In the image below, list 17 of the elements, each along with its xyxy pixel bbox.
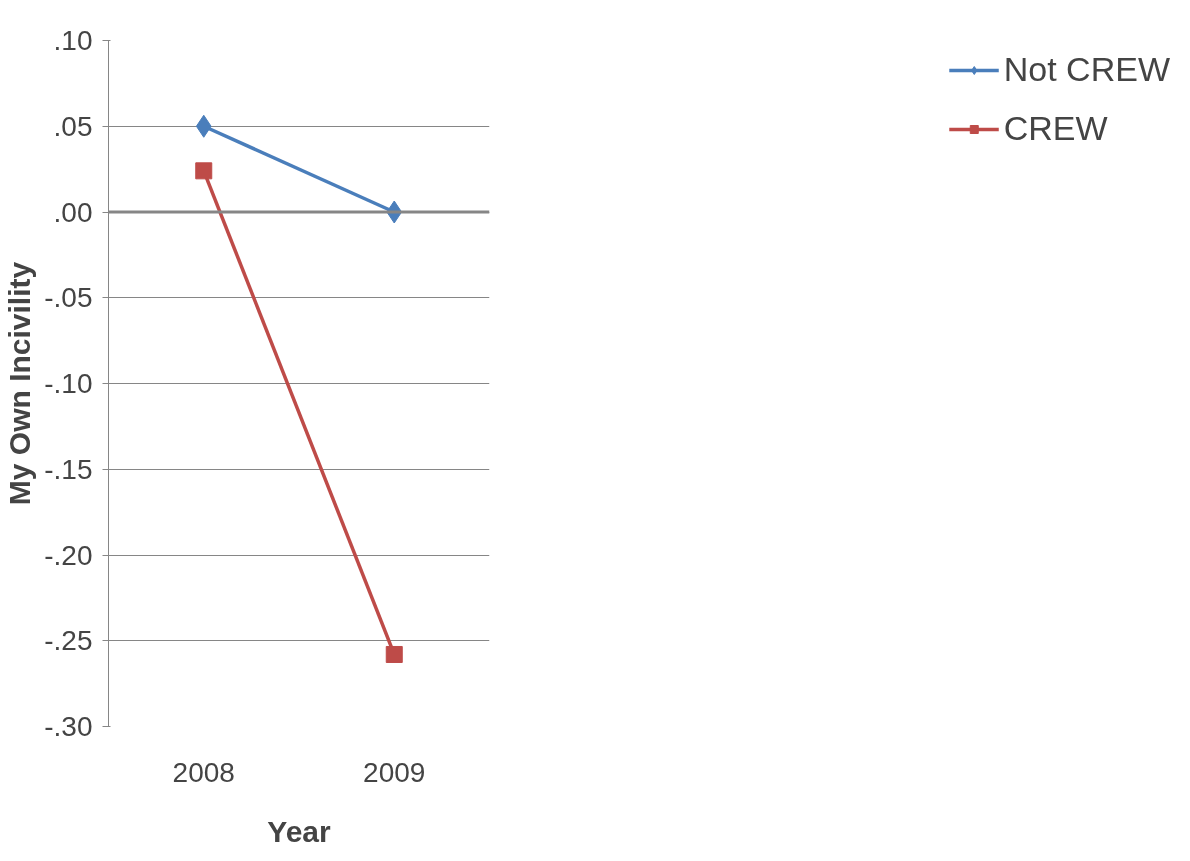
x-tick-label: 2008 [172,756,235,788]
y-tick-label: -.25 [44,625,93,657]
y-axis-title: My Own Incivility [3,261,37,506]
y-tick-label: -.05 [44,282,93,314]
legend-label: Not CREW [1003,50,1170,89]
x-tick-label: 2009 [363,756,426,788]
legend-label: CREW [1003,109,1108,148]
y-tick-label: -.10 [44,368,93,399]
y-tick-label: .05 [53,110,93,142]
point [195,162,213,180]
y-tick-label: -.15 [44,453,93,485]
y-tick-label: -.30 [44,711,93,742]
y-tick-label: .10 [53,25,93,56]
point [385,645,403,663]
y-tick-label: .00 [53,196,93,228]
x-axis-title: Year [267,814,332,848]
y-tick-label: -.20 [44,539,93,571]
